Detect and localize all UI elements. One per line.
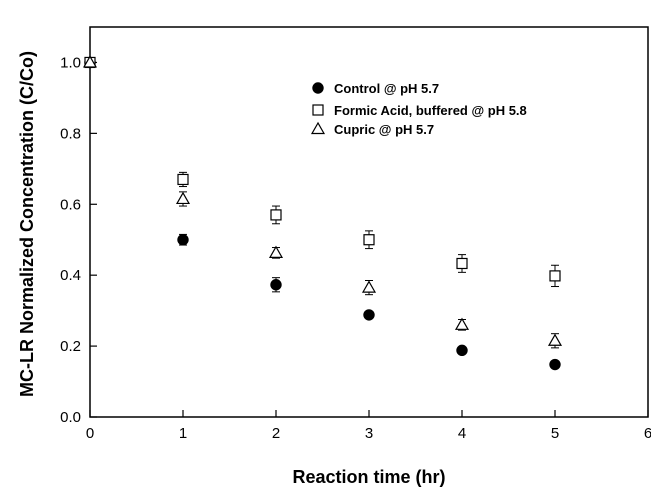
x-tick-label: 4 [458,425,466,442]
data-point [270,279,282,291]
data-point [456,344,468,357]
data-point [363,309,375,321]
data-point [82,55,98,68]
x-tick-label: 1 [179,425,187,442]
data-point [361,280,377,293]
legend-symbol [310,121,326,135]
y-tick-label: 0.0 [60,409,81,426]
data-point [268,245,284,258]
y-axis-title: MC-LR Normalized Concentration (C/Co) [17,51,37,397]
series-2 [82,55,563,349]
data-marks [82,55,563,371]
y-tick-label: 1.0 [60,54,81,71]
y-tick-label: 0.8 [60,125,81,142]
data-point [270,209,282,221]
series-0 [84,56,561,371]
y-axis: 0.0 0.2 0.4 0.6 0.8 1.0 [60,54,97,426]
legend-label-control: Control @ pH 5.7 [334,81,439,96]
series-1 [84,56,561,288]
x-tick-label: 2 [272,425,280,442]
x-axis-title: Reaction time (hr) [292,467,445,487]
x-tick-label: 3 [365,425,373,442]
y-tick-label: 0.4 [60,267,81,284]
data-point [454,317,470,330]
y-tick-label: 0.6 [60,196,81,213]
legend-label-cupric: Cupric @ pH 5.7 [334,122,434,137]
data-point [456,257,468,270]
x-tick-label: 6 [644,425,651,442]
legend-symbol [312,82,324,94]
data-point [547,333,563,346]
x-tick-label: 0 [86,425,94,442]
data-point [175,191,191,205]
legend: Control @ pH 5.7 Formic Acid, buffered @… [310,81,527,137]
x-tick-label: 5 [551,425,559,442]
data-point [177,234,189,246]
x-axis: 0 1 2 3 4 5 6 [86,410,651,442]
data-point [549,270,561,282]
data-point [363,234,375,246]
data-point [549,358,561,371]
legend-label-formic-acid: Formic Acid, buffered @ pH 5.8 [334,103,527,118]
legend-symbol [312,104,324,116]
y-tick-label: 0.2 [60,338,81,355]
data-point [177,173,189,186]
